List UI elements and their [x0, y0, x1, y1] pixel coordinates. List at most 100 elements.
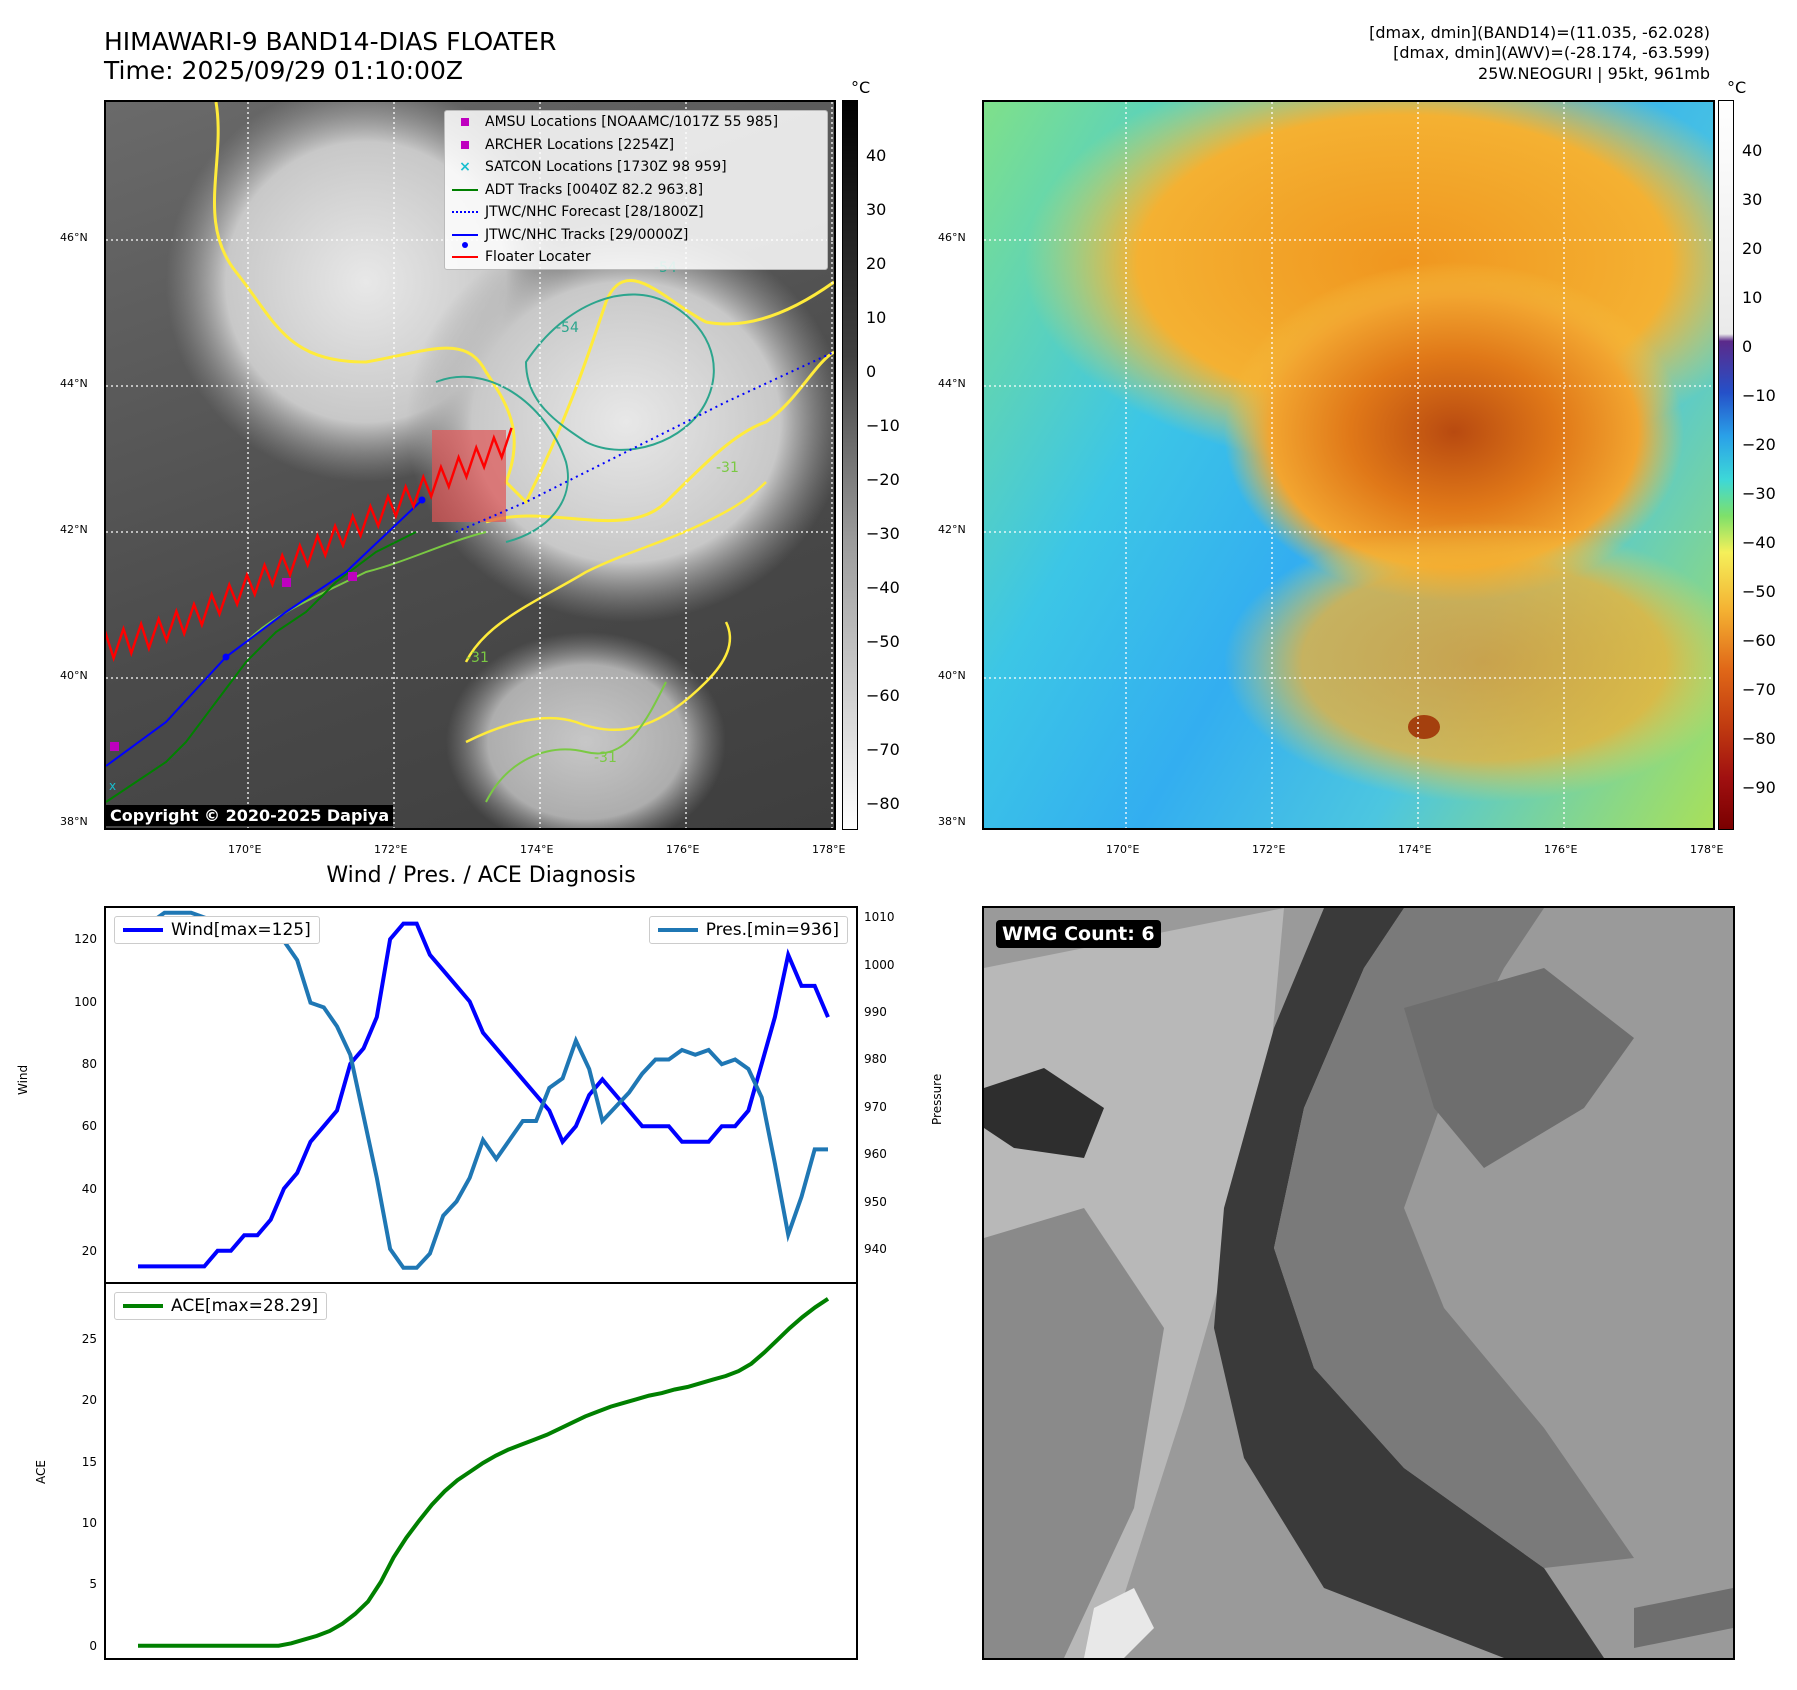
contour-54-ring [524, 293, 715, 451]
wind-pressure-panel: Wind[max=125] Pres.[min=936] [104, 906, 858, 1284]
cbar-tick: −30 [1742, 484, 1776, 503]
forecast-track [455, 351, 834, 533]
lon-label: 178°E [812, 843, 846, 856]
wind-legend: Wind[max=125] [114, 916, 320, 944]
lat-label: 42°N [60, 523, 88, 536]
pressure-line [138, 910, 828, 1270]
cbar-tick: −80 [1742, 729, 1776, 748]
cbar-tick: −70 [1742, 680, 1776, 699]
cbar-tick: −60 [1742, 631, 1776, 650]
moisture-band-south [1224, 522, 1713, 802]
wind-legend-swatch [123, 928, 163, 932]
lat-label: 40°N [60, 669, 88, 682]
y-tick-label: 40 [81, 1181, 97, 1196]
info-band14: [dmax, dmin](BAND14)=(11.035, -62.028) [1369, 23, 1710, 42]
cbar-tick: −10 [866, 416, 900, 435]
contour-54-west [435, 375, 569, 543]
cbar-tick: 0 [866, 362, 877, 381]
cbar-tick: 10 [866, 308, 887, 327]
lon-label: 170°E [228, 843, 262, 856]
ace-svg [138, 1297, 830, 1648]
awv-map-svg [984, 102, 1713, 828]
legend-row-jtwc: JTWC/NHC Tracks [29/0000Z] [445, 224, 827, 248]
contour-label-3: -31 [716, 460, 739, 476]
lon-label: 174°E [1398, 843, 1432, 856]
legend-row-satcon: × SATCON Locations [1730Z 98 959] [459, 159, 727, 176]
y-tick-label: 1010 [864, 910, 895, 925]
cbar-tick: −20 [866, 470, 900, 489]
y-tick-label: 25 [81, 1332, 97, 1347]
wind-ylabel: Wind [16, 1064, 30, 1095]
floater-locater-track [106, 427, 513, 663]
ace-panel: ACE[max=28.29] [104, 1282, 858, 1660]
y-tick-label: 100 [74, 994, 97, 1009]
wmg-dark-band [1214, 908, 1604, 1658]
amsu-marker [282, 578, 291, 587]
legend-row-adt: ADT Tracks [0040Z 82.2 963.8] [445, 179, 827, 202]
legend-label: Floater Locater [485, 249, 591, 266]
diagnosis-title: Wind / Pres. / ACE Diagnosis [326, 863, 636, 888]
y-tick-label: 20 [81, 1393, 97, 1408]
color-colorbar [1718, 100, 1734, 830]
wind-line [138, 921, 830, 1269]
wmg-region-band [1274, 908, 1634, 1568]
y-tick-label: 940 [864, 1241, 887, 1256]
wmg-panel: WMG Count: 6 [982, 906, 1735, 1660]
lat-label: 42°N [938, 523, 966, 536]
cbar-tick: −40 [866, 578, 900, 597]
copyright-label: Copyright © 2020-2025 Dapiya [106, 805, 394, 826]
y-tick-label: 0 [89, 1638, 97, 1653]
legend-label: AMSU Locations [NOAAMC/1017Z 55 985] [485, 114, 779, 131]
gray-colorbar-unit: °C [851, 78, 871, 97]
wmg-svg [984, 908, 1733, 1658]
y-tick-label: 20 [81, 1243, 97, 1258]
ace-line [138, 1297, 830, 1648]
y-tick-label: 80 [81, 1056, 97, 1071]
ace-legend: ACE[max=28.29] [114, 1292, 328, 1320]
lat-label: 40°N [938, 669, 966, 682]
legend-label: JTWC/NHC Tracks [29/0000Z] [485, 226, 689, 243]
lat-label: 44°N [938, 377, 966, 390]
legend-row-archer: ARCHER Locations [2254Z] [445, 134, 827, 157]
contour-31-south [485, 681, 667, 803]
moisture-core [1224, 262, 1684, 602]
contour-band-south [465, 621, 732, 744]
cbar-tick: −20 [1742, 435, 1776, 454]
awv-gridlines [984, 102, 1713, 828]
lon-label: 172°E [374, 843, 408, 856]
wmg-white-patch [1084, 1588, 1154, 1658]
lat-label: 38°N [60, 815, 88, 828]
y-tick-label: 970 [864, 1099, 887, 1114]
wind-legend-label: Wind[max=125] [171, 920, 311, 940]
lat-label: 46°N [938, 231, 966, 244]
color-colorbar-unit: °C [1727, 78, 1747, 97]
ace-legend-swatch [123, 1304, 163, 1308]
archer-marker [348, 572, 357, 581]
cloud-mass-center [406, 222, 834, 622]
contour-label-2: -54 [556, 320, 579, 336]
wind-pressure-svg [138, 910, 830, 1270]
lon-label: 170°E [1106, 843, 1140, 856]
pressure-legend-label: Pres.[min=936] [705, 920, 839, 940]
chart-title: HIMAWARI-9 BAND14-DIAS FLOATER [104, 27, 557, 56]
moisture-spot [1408, 715, 1440, 739]
cbar-tick: −50 [1742, 582, 1776, 601]
lon-label: 178°E [1690, 843, 1724, 856]
wmg-region-se [1634, 1588, 1733, 1648]
cbar-tick: 40 [1742, 141, 1763, 160]
cbar-tick: −30 [866, 524, 900, 543]
cbar-tick: 30 [866, 200, 887, 219]
y-tick-label: 1000 [864, 957, 895, 972]
awv-map-panel [982, 100, 1715, 830]
cbar-tick: 40 [866, 146, 887, 165]
coastline-contour-north [212, 102, 834, 505]
cbar-tick: −80 [866, 794, 900, 813]
legend-row-floater: Floater Locater [445, 246, 827, 269]
satcon-marker: x [109, 779, 116, 793]
cbar-tick: −60 [866, 686, 900, 705]
pressure-legend: Pres.[min=936] [648, 916, 848, 944]
cbar-tick: −40 [1742, 533, 1776, 552]
info-awv: [dmax, dmin](AWV)=(-28.174, -63.599) [1393, 43, 1710, 62]
cbar-tick: 0 [1742, 337, 1753, 356]
legend-label: JTWC/NHC Forecast [28/1800Z] [485, 204, 704, 221]
